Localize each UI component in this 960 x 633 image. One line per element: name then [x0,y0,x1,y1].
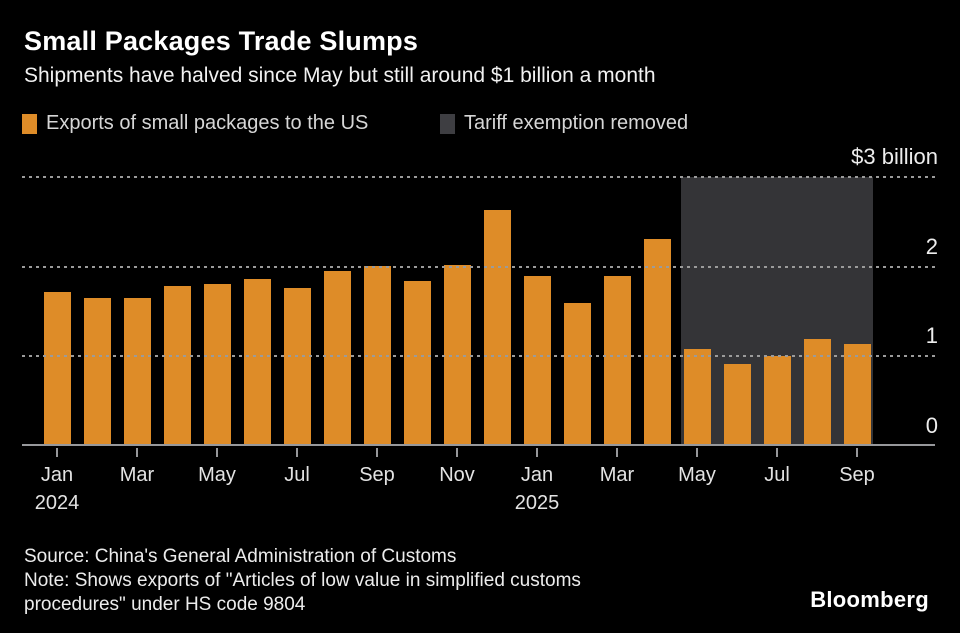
x-axis-year-label-2024: 2024 [34,492,80,514]
bar-jan-2025 [523,275,551,445]
legend-item-1: Tariff exemption removed [440,112,688,135]
y-axis-label-3: $3 billion [851,144,938,169]
source-note: Source: China's General Administration o… [24,546,457,567]
bar-apr-2024 [163,285,191,445]
legend-label: Exports of small packages to the US [46,112,369,134]
bar-feb-2025 [563,303,591,445]
chart-title: Small Packages Trade Slumps [24,26,419,56]
bar-may-2024 [203,283,231,445]
x-tick-jan-2025 [536,448,538,457]
x-tick-sep [376,448,378,457]
x-axis-label-may: May [198,464,236,486]
x-axis-label-may: May [678,464,716,486]
bar-may-2025 [683,349,711,445]
bar-feb-2024 [83,298,111,445]
legend-swatch-icon [440,113,455,134]
y-axis-label-1: 1 [925,323,938,349]
bloomberg-logo: Bloomberg [810,587,929,612]
x-axis-label-nov: Nov [439,464,475,486]
y-axis-label-0: 0 [925,413,938,438]
x-tick-sep [856,448,858,457]
bar-jun-2025 [723,363,751,445]
gridline-3 [22,176,935,178]
bar-sep-2025 [843,343,871,445]
bar-mar-2025 [603,275,631,445]
x-axis-year-label-2025: 2025 [514,492,560,514]
bar-jul-2025 [763,356,791,445]
x-axis-line [22,444,935,446]
legend-swatch-icon [22,113,37,134]
x-tick-jan-2024 [56,448,58,457]
bar-nov-2024 [443,264,471,445]
x-tick-mar [136,448,138,457]
x-axis-label-jan-2025: Jan [520,464,554,486]
x-axis-label-jul: Jul [284,464,310,486]
x-axis-label-mar: Mar [599,464,635,486]
x-axis-label-sep: Sep [839,464,875,486]
bar-jun-2024 [243,279,271,445]
y-axis-label-2: 2 [925,233,938,259]
plot-area: $3 billion 2 1 0 Jan 2024 Mar May Jul Sep Nov Jan 20… [22,144,938,514]
x-axis-label-jan-2024: Jan [40,464,74,486]
x-tick-nov [456,448,458,457]
bar-jul-2024 [283,288,311,445]
x-tick-jul [296,448,298,457]
bar-apr-2025 [643,238,671,445]
bar-oct-2024 [403,281,431,445]
bar-mar-2024 [123,298,151,445]
chart-subtitle: Shipments have halved since May but stil… [24,64,656,87]
x-axis-label-jul: Jul [764,464,790,486]
chart-footer: Source: China's General Administration o… [24,545,684,617]
x-tick-mar [616,448,618,457]
methodology-note: Note: Shows exports of "Articles of low … [24,570,581,615]
chart-legend: Exports of small packages to the US Tarif… [0,112,960,140]
bar-aug-2024 [323,271,351,445]
legend-item-0: Exports of small packages to the US [22,112,368,135]
legend-label: Tariff exemption removed [464,112,689,134]
x-tick-jul [776,448,778,457]
x-axis-label-mar: Mar [119,464,155,486]
x-tick-may [216,448,218,457]
gridline-2 [22,265,935,268]
x-axis-label-sep: Sep [359,464,395,486]
bar-jan-2024 [43,291,71,445]
gridline-1 [22,355,935,358]
x-tick-may [696,448,698,457]
bar-dec-2024 [483,210,511,445]
